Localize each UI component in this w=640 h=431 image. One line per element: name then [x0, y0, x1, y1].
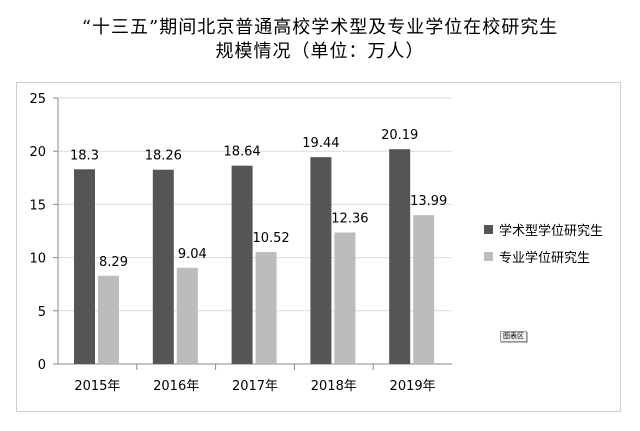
bar-academic [74, 169, 95, 364]
data-label-professional: 10.52 [252, 231, 289, 246]
data-label-academic: 18.26 [145, 149, 182, 164]
x-tick-label: 2019年 [390, 379, 436, 394]
data-label-academic: 19.44 [302, 136, 339, 151]
bar-professional [413, 215, 435, 364]
data-label-professional: 13.99 [410, 194, 447, 209]
legend-swatch-academic [484, 224, 493, 234]
x-tick-label: 2018年 [311, 379, 357, 394]
chart-title-line2: 规模情况（单位：万人） [215, 41, 425, 62]
bar-professional [98, 275, 119, 364]
y-tick-label: 25 [29, 92, 46, 107]
data-label-academic: 18.64 [223, 145, 260, 160]
data-label-professional: 12.36 [331, 211, 368, 226]
chart-title-line1: “十三五”期间北京普通高校学术型及专业学位在校研究生 [81, 17, 559, 38]
bar-academic [389, 149, 411, 364]
y-tick-label: 15 [29, 198, 46, 213]
data-label-professional: 8.29 [99, 255, 128, 270]
bar-professional [334, 232, 356, 364]
bar-academic [231, 165, 253, 364]
y-tick-label: 10 [29, 252, 46, 267]
bar-professional [255, 252, 277, 364]
legend-label-professional: 专业学位研究生 [499, 250, 591, 266]
y-tick-label: 20 [29, 145, 46, 160]
x-tick-label: 2017年 [232, 379, 278, 394]
data-label-professional: 9.04 [178, 247, 207, 262]
y-tick-label: 5 [38, 305, 46, 320]
data-label-academic: 20.19 [381, 128, 418, 143]
y-tick-label: 0 [38, 358, 46, 373]
bar-professional [176, 267, 198, 364]
legend-swatch-professional [484, 251, 493, 261]
chart-area-badge: 图表区 [500, 331, 527, 342]
x-tick-label: 2015年 [74, 379, 120, 394]
bar-academic [152, 169, 174, 364]
bar-academic [310, 157, 332, 364]
legend-item-professional: 专业学位研究生 [484, 247, 591, 266]
data-label-academic: 18.3 [70, 148, 99, 163]
legend-item-academic: 学术型学位研究生 [484, 220, 604, 239]
legend-label-academic: 学术型学位研究生 [499, 223, 604, 239]
chart-area [16, 82, 621, 412]
x-tick-label: 2016年 [153, 379, 199, 394]
